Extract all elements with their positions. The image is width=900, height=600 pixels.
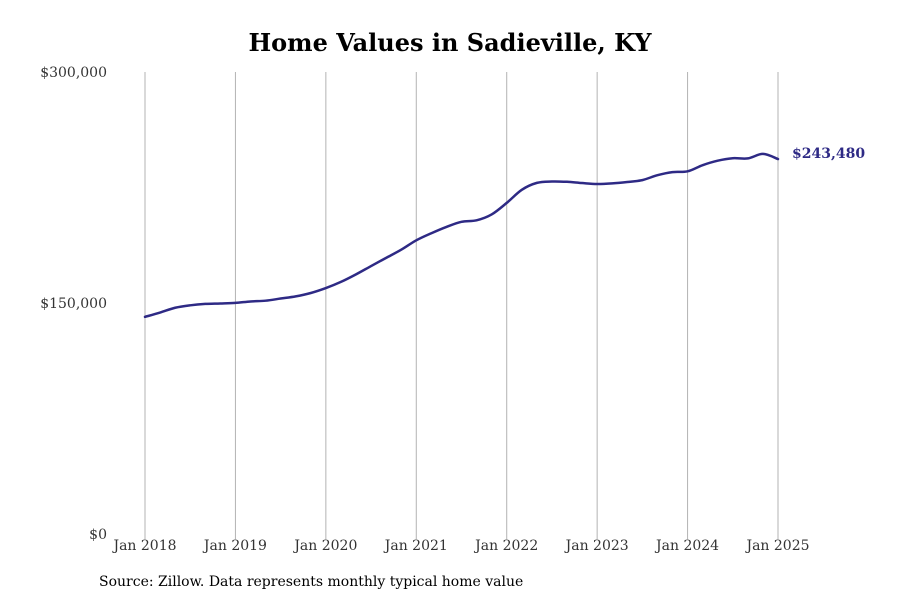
x-tick-label: Jan 2019 xyxy=(202,538,267,554)
series-group xyxy=(143,152,780,319)
y-tick-label: $150,000 xyxy=(40,296,107,312)
series-line xyxy=(143,152,780,319)
x-tick-label: Jan 2020 xyxy=(292,538,357,554)
x-tick-label: Jan 2022 xyxy=(473,538,538,554)
x-tick-label: Jan 2024 xyxy=(654,538,719,554)
y-tick-label: $0 xyxy=(89,527,107,543)
chart-title: Home Values in Sadieville, KY xyxy=(248,28,652,57)
x-tick-label: Jan 2023 xyxy=(564,538,629,554)
end-value-label: $243,480 xyxy=(792,146,865,162)
y-tick-label: $300,000 xyxy=(40,65,107,81)
y-axis: $0 $150,000 $300,000 xyxy=(40,65,107,543)
x-axis: Jan 2018 Jan 2019 Jan 2020 Jan 2021 Jan 2022… xyxy=(111,534,810,554)
annotations: $243,480 xyxy=(792,146,865,162)
x-tick-label: Jan 2021 xyxy=(383,538,448,554)
x-tick-label: Jan 2018 xyxy=(111,538,176,554)
x-tick-label: Jan 2025 xyxy=(744,538,809,554)
source-note: Source: Zillow. Data represents monthly … xyxy=(99,574,524,590)
